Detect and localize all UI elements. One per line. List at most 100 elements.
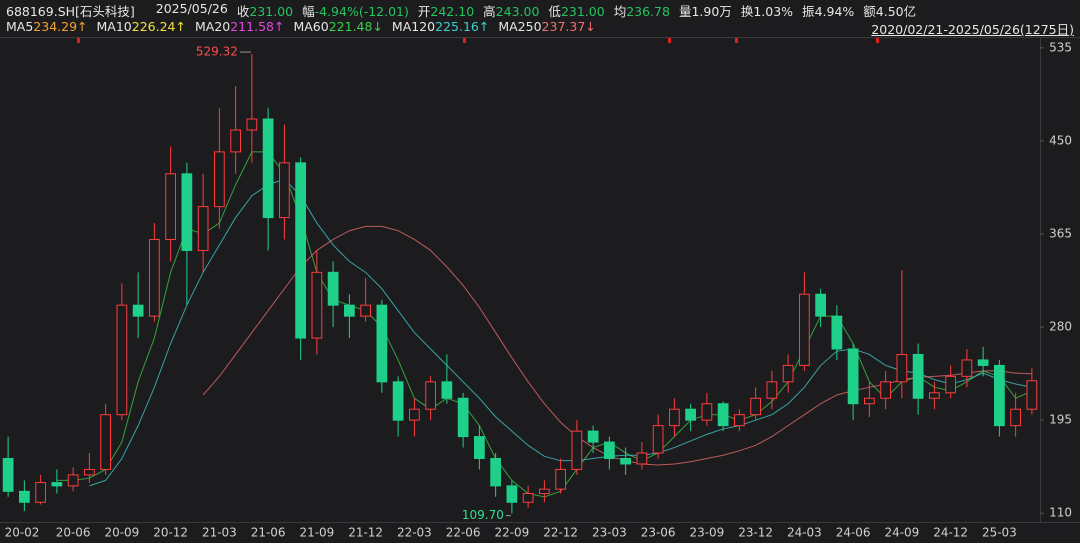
candle-body <box>782 364 794 383</box>
legend-value: 225.16↑ <box>435 19 490 34</box>
quote-label: 均 <box>613 4 627 19</box>
event-flags <box>77 38 879 43</box>
candle-body <box>2 457 14 492</box>
quote-item: 收231.00 <box>237 1 293 20</box>
candle-body <box>100 414 111 470</box>
candle-body <box>685 408 696 421</box>
quote-value: 231.00 <box>560 4 605 19</box>
y-tick-label: 450 <box>1049 133 1072 147</box>
x-tick-label: 24-03 <box>787 526 822 540</box>
quote-value: -4.94%(-12.01) <box>314 4 409 19</box>
candle-body <box>197 206 209 251</box>
candle-body <box>604 441 615 459</box>
legend-value: 211.58↑ <box>230 19 285 34</box>
y-tick-label: 110 <box>1049 506 1072 520</box>
quote-item: 均236.78 <box>614 1 670 20</box>
legend-name: MA250 <box>498 19 542 34</box>
candle-body <box>392 381 404 421</box>
quote-item: 换1.03% <box>741 1 793 20</box>
legend-item: MA20211.58↑ <box>195 19 284 38</box>
x-tick-label: 20-12 <box>153 526 188 540</box>
legend-value: 237.37↓ <box>541 19 596 34</box>
candle-body <box>1010 408 1021 427</box>
candle-body <box>295 162 306 339</box>
y-tick-label: 280 <box>1049 320 1072 334</box>
quote-value: 242.10 <box>430 4 475 19</box>
candle-body <box>945 375 956 394</box>
quote-label: 量 <box>678 4 692 19</box>
candle-body <box>734 414 745 427</box>
legend-name: MA60 <box>293 19 329 34</box>
quote-value: 1.90万 <box>691 4 732 19</box>
quote-label: 高 <box>483 4 496 19</box>
candle-body <box>474 436 485 459</box>
candle-body <box>311 271 323 339</box>
candle-body <box>35 482 46 503</box>
quote-label: 开 <box>417 4 431 19</box>
min-label: 109.70 <box>462 508 504 522</box>
legend-value: 221.48↓ <box>328 19 383 34</box>
legend-value: 226.24↑ <box>131 19 186 34</box>
x-tick-label: 20-02 <box>5 526 40 540</box>
quote-item: 振4.94% <box>802 1 854 20</box>
x-tick-label: 23-09 <box>689 526 724 540</box>
quote-item: 量1.90万 <box>679 1 732 20</box>
candle-body <box>1026 380 1038 410</box>
candle-body <box>896 353 908 383</box>
candle-body <box>409 408 420 421</box>
candle-body <box>165 173 176 240</box>
quote-label: 低 <box>548 4 561 19</box>
candle-body <box>539 488 550 495</box>
date-range: 2020/02/21-2025/05/26(1275日) <box>871 22 1074 37</box>
candle-body <box>230 129 241 153</box>
quote-value: 4.50亿 <box>875 4 917 19</box>
quote-header: 688169.SH[石头科技] 2025/05/26 收231.00 幅-4.94… <box>6 1 916 20</box>
quote-value: 243.00 <box>495 4 540 19</box>
quote-label: 振 <box>802 4 815 19</box>
candle-body <box>929 392 940 399</box>
candle-body <box>815 293 826 317</box>
candle-body <box>214 151 225 208</box>
legend-item: MA10226.24↑ <box>97 19 186 38</box>
legend-item: MA60221.48↓ <box>293 19 382 38</box>
candle-body <box>522 493 534 503</box>
max-label: 529.32 <box>196 45 238 59</box>
candle-body <box>636 452 648 465</box>
x-tick-label: 21-09 <box>299 526 334 540</box>
x-tick-label: 24-12 <box>933 526 968 540</box>
candle-body <box>246 118 258 131</box>
candle-body <box>441 381 453 399</box>
x-tick-label: 21-12 <box>348 526 383 540</box>
x-tick-label: 24-09 <box>884 526 919 540</box>
legend-item: MA5234.29↑ <box>6 19 88 38</box>
candle-body <box>262 118 274 219</box>
stock-code: 688169.SH[石头科技] <box>6 4 135 19</box>
legend-name: MA10 <box>96 19 132 34</box>
candle-body <box>961 359 973 377</box>
quote-date: 2025/05/26 <box>155 1 228 16</box>
candle-body <box>67 474 79 487</box>
candle-body <box>555 468 566 490</box>
x-tick-label: 22-09 <box>494 526 529 540</box>
ma-legend: MA5234.29↑ MA10226.24↑ MA20211.58↑ MA60221.… <box>6 19 1074 38</box>
y-tick-label: 535 <box>1049 40 1072 54</box>
x-tick-label: 22-12 <box>543 526 578 540</box>
x-tick-label: 23-06 <box>641 526 676 540</box>
candle-body <box>880 381 891 399</box>
x-tick-label: 22-03 <box>397 526 432 540</box>
candle-body <box>994 364 1005 427</box>
candle-body <box>132 304 144 317</box>
quote-item: 高243.00 <box>483 1 539 20</box>
candle-body <box>847 348 859 405</box>
quote-item: 开242.10 <box>418 1 474 20</box>
legend-item: MA250237.37↓ <box>498 19 595 38</box>
ma-line <box>89 178 1032 487</box>
legend-name: MA5 <box>6 19 34 34</box>
candle-body <box>717 403 729 427</box>
quote-label: 换 <box>740 4 754 19</box>
quote-item: 额4.50亿 <box>863 1 916 20</box>
candle-body <box>457 397 469 438</box>
x-tick-label: 20-09 <box>104 526 139 540</box>
candle-body <box>51 482 63 487</box>
